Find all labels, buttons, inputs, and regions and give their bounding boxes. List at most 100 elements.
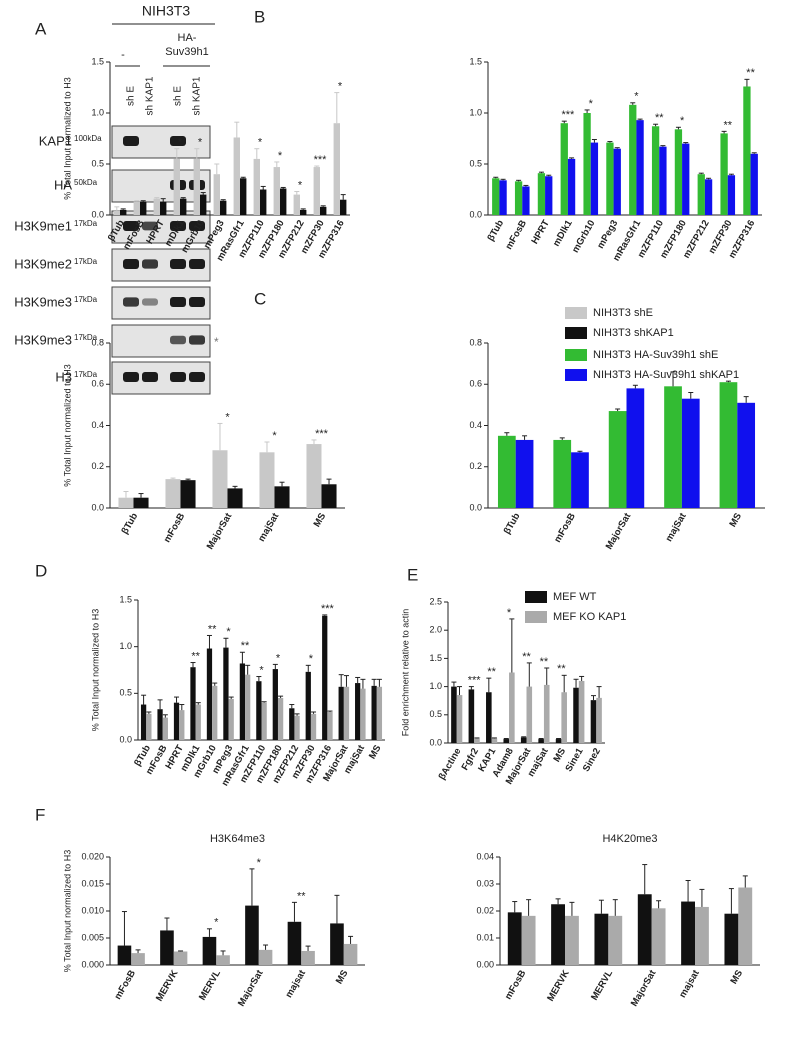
bar — [468, 689, 475, 743]
band — [189, 372, 205, 382]
x-tick-label: majsat — [283, 968, 308, 1000]
legend-label: MEF KO KAP1 — [553, 611, 626, 623]
x-tick-label: Sine2 — [581, 746, 603, 773]
y-tick-label: 0.0 — [469, 502, 482, 512]
significance: *** — [561, 109, 575, 121]
bar — [160, 930, 174, 965]
bar — [245, 905, 259, 965]
x-tick-label: majsat — [677, 968, 702, 1000]
x-tick-label: βTub — [119, 511, 140, 536]
y-tick-label: 0.0 — [91, 209, 104, 219]
legend-label: NIH3T3 shKAP1 — [593, 327, 674, 339]
bar — [213, 174, 220, 215]
significance: ** — [297, 890, 306, 902]
row-label: H3 — [55, 369, 72, 384]
group-label: Suv39h1 — [165, 46, 208, 58]
bar — [240, 178, 247, 215]
significance: * — [507, 607, 512, 619]
significance: * — [258, 137, 263, 149]
bar — [277, 698, 284, 740]
row-label: H3K9me1 — [14, 218, 72, 233]
band — [170, 259, 186, 269]
bar — [522, 186, 530, 215]
bar — [664, 386, 682, 508]
bar — [720, 133, 728, 215]
bar — [637, 894, 652, 965]
significance: *** — [314, 154, 328, 166]
x-tick-label: βActine — [437, 746, 464, 782]
row-label: HA — [54, 177, 72, 192]
bar — [573, 687, 579, 743]
bar — [338, 686, 344, 740]
bar — [520, 737, 527, 743]
bar — [212, 685, 218, 740]
band — [123, 259, 139, 269]
significance: *** — [321, 603, 335, 615]
size-label: 17kDa — [74, 295, 98, 304]
significance: ** — [241, 640, 250, 652]
band — [123, 297, 139, 307]
size-label: 100kDa — [74, 134, 102, 143]
significance: * — [338, 81, 343, 93]
bar — [456, 695, 463, 743]
y-tick-label: 0.0 — [119, 734, 132, 744]
note: * — [214, 335, 219, 349]
bar — [738, 887, 753, 965]
bar — [371, 685, 377, 740]
bar — [507, 912, 522, 965]
bar — [608, 411, 627, 508]
bar — [173, 158, 180, 215]
x-tick-label: MERVK — [154, 968, 181, 1003]
bar — [545, 176, 553, 215]
bar — [227, 488, 243, 508]
bar — [565, 915, 579, 965]
bar — [629, 104, 637, 215]
significance: * — [272, 430, 277, 442]
y-tick-label: 0.6 — [469, 379, 482, 389]
bar — [162, 717, 168, 740]
bar — [651, 126, 660, 215]
bar — [521, 915, 536, 965]
panel-label: E — [407, 565, 418, 584]
bar — [289, 708, 295, 740]
bar — [113, 210, 120, 215]
bar — [578, 680, 585, 743]
bar — [173, 951, 188, 965]
bar — [280, 188, 287, 215]
bar — [190, 667, 196, 740]
bar — [117, 945, 132, 965]
bar — [750, 153, 758, 215]
significance: ** — [557, 663, 566, 675]
x-tick-label: mFosB — [112, 968, 138, 1002]
legend-swatch — [525, 591, 547, 603]
bar — [256, 681, 262, 740]
bar — [260, 189, 267, 215]
y-tick-label: 0.2 — [469, 461, 482, 471]
legend-swatch — [525, 611, 547, 623]
bar — [202, 936, 217, 965]
bar — [561, 692, 567, 743]
chart-title: H3K64me3 — [210, 833, 265, 845]
x-tick-label: βTub — [502, 511, 523, 536]
legend-swatch — [565, 349, 587, 361]
y-axis-label: % Total Input normalized to H3 — [62, 364, 72, 486]
bar — [697, 174, 705, 215]
y-tick-label: 1.0 — [91, 107, 104, 117]
bar — [594, 913, 609, 965]
significance: * — [214, 917, 219, 929]
bar — [259, 452, 275, 508]
band — [142, 259, 158, 269]
y-tick-label: 1.5 — [119, 594, 132, 604]
bar — [636, 120, 644, 215]
bar — [330, 923, 344, 965]
significance: * — [298, 179, 303, 191]
bar — [287, 921, 302, 965]
y-tick-label: 0.005 — [81, 932, 104, 942]
bar — [160, 201, 167, 215]
x-tick-label: majSat — [256, 511, 282, 544]
x-tick-label: mFosB — [162, 511, 188, 545]
y-tick-label: 0.6 — [91, 379, 104, 389]
panel-label: F — [35, 805, 45, 824]
lane-label: sh E — [126, 86, 137, 106]
